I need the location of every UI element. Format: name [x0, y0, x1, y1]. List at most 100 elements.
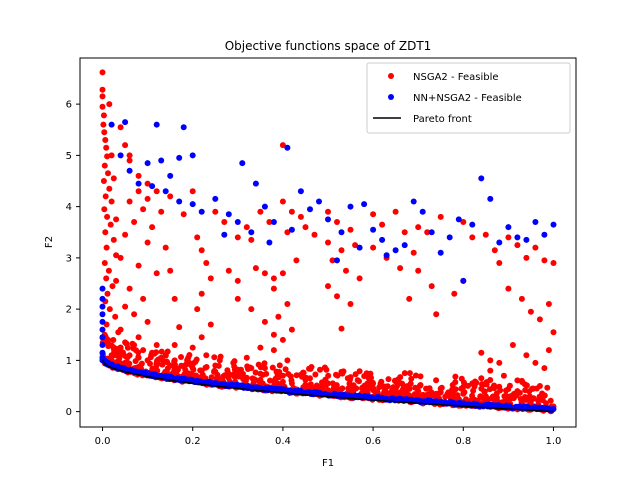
nn-nsga2-point — [361, 201, 368, 208]
nsga2-point — [234, 366, 241, 373]
nsga2-point — [325, 283, 331, 290]
nsga2-point — [266, 219, 273, 225]
nsga2-point — [171, 357, 178, 364]
nsga2-point — [424, 229, 431, 236]
nsga2-cloud-point — [163, 358, 170, 365]
x-tick-label: 0.4 — [275, 436, 291, 447]
nsga2-point — [140, 347, 147, 354]
nsga2-point — [131, 219, 138, 225]
nsga2-point — [338, 247, 345, 254]
nsga2-point — [100, 112, 107, 119]
nsga2-point — [279, 198, 286, 205]
y-tick-label: 6 — [66, 100, 72, 111]
nsga2-point — [518, 377, 525, 384]
nsga2-point — [279, 378, 286, 385]
nn-nsga2-point — [550, 221, 557, 228]
nsga2-point — [104, 290, 111, 297]
nsga2-point — [536, 316, 543, 323]
nn-nsga2-band-point — [550, 406, 557, 412]
nsga2-cloud-point — [412, 372, 419, 379]
nsga2-point — [270, 331, 277, 338]
nsga2-point — [221, 219, 228, 225]
nsga2-cloud-point — [126, 360, 133, 367]
nsga2-point — [325, 239, 331, 246]
nsga2-cloud-point — [385, 376, 392, 383]
nsga2-point — [401, 229, 408, 236]
nsga2-point — [140, 295, 147, 302]
nsga2-cloud-point — [110, 337, 117, 343]
nsga2-point — [198, 367, 205, 374]
nsga2-point — [198, 290, 205, 297]
nsga2-cloud-point — [203, 364, 210, 370]
nsga2-point — [203, 260, 210, 266]
nsga2-point — [288, 326, 295, 333]
nsga2-cloud-point — [356, 378, 362, 385]
nsga2-cloud-point — [274, 371, 281, 378]
nsga2-point — [482, 393, 489, 400]
nsga2-point — [135, 354, 142, 361]
nsga2-cloud-point — [306, 365, 312, 372]
nsga2-point — [106, 306, 113, 313]
x-tick-label: 0.6 — [365, 436, 381, 447]
nsga2-point — [230, 359, 237, 366]
nsga2-point — [487, 357, 494, 364]
nsga2-cloud-point — [397, 374, 404, 381]
nsga2-point — [523, 352, 530, 359]
nsga2-point — [153, 188, 160, 195]
nsga2-point — [451, 290, 458, 297]
nsga2-point — [370, 244, 377, 251]
nsga2-point — [101, 260, 108, 266]
nsga2-cloud-point — [450, 391, 457, 398]
nsga2-point — [207, 321, 214, 328]
x-tick-label: 0.0 — [95, 436, 111, 447]
nsga2-point — [257, 208, 264, 215]
nsga2-point — [122, 142, 129, 149]
nsga2-point — [104, 213, 111, 220]
nsga2-point — [117, 344, 124, 351]
nsga2-point — [307, 375, 313, 382]
nsga2-point — [261, 318, 268, 325]
x-axis: 0.0 0.2 0.4 0.6 0.8 1.0 — [95, 427, 561, 447]
nsga2-point — [113, 252, 120, 259]
nn-nsga2-point — [541, 231, 548, 238]
nsga2-cloud-point — [400, 389, 407, 396]
nn-nsga2-point — [167, 172, 174, 179]
nsga2-point — [478, 375, 485, 382]
nsga2-point — [144, 180, 151, 187]
nsga2-point — [234, 372, 241, 379]
nsga2-point — [541, 365, 548, 372]
nsga2-cloud-point — [377, 380, 384, 387]
nsga2-point — [460, 219, 467, 225]
nn-nsga2-point — [176, 154, 183, 161]
nsga2-point — [523, 254, 530, 261]
nsga2-cloud-point — [401, 370, 408, 377]
nn-nsga2-point — [162, 188, 169, 195]
nsga2-point — [248, 365, 255, 372]
nsga2-cloud-point — [317, 366, 323, 373]
nsga2-point — [433, 311, 440, 318]
nsga2-point — [102, 193, 109, 200]
nn-nsga2-series — [99, 119, 557, 364]
nsga2-cloud-point — [433, 377, 440, 384]
nsga2-point — [261, 270, 268, 277]
nsga2-point — [334, 219, 340, 225]
nsga2-point — [550, 329, 557, 336]
nsga2-point — [347, 384, 354, 390]
nsga2-point — [460, 384, 467, 390]
nsga2-point — [279, 142, 286, 149]
nn-nsga2-point — [99, 318, 106, 325]
nn-nsga2-point — [126, 167, 133, 174]
nsga2-cloud-point — [505, 386, 512, 393]
nn-nsga2-point — [144, 160, 151, 167]
nsga2-point — [122, 303, 129, 310]
nsga2-point — [212, 362, 219, 369]
nsga2-point — [131, 311, 138, 318]
nsga2-point — [302, 383, 309, 389]
nsga2-point — [392, 385, 399, 392]
y-tick-label: 0 — [66, 407, 72, 418]
nsga2-point — [167, 362, 174, 369]
nsga2-point — [225, 267, 232, 274]
nsga2-point — [243, 374, 250, 381]
y-tick-label: 4 — [66, 202, 72, 213]
